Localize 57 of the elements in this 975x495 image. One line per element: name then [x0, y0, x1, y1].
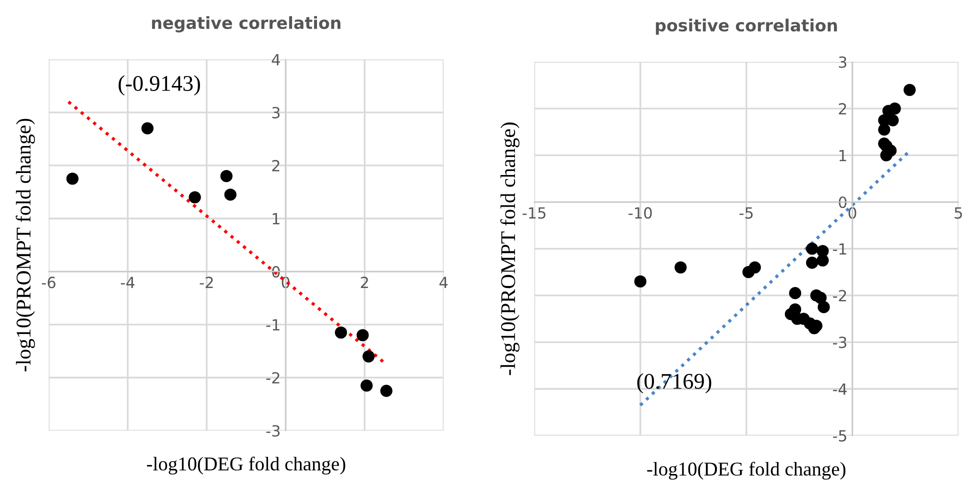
point [878, 124, 890, 136]
y-tick-label: 1 [839, 150, 846, 162]
point [141, 122, 154, 134]
x-tick-label: 2 [360, 276, 368, 288]
y-tick-label: -5 [833, 430, 846, 442]
y-tick-label: -4 [833, 384, 847, 395]
x-tick-label: -5 [739, 207, 753, 219]
point [880, 140, 892, 152]
y-tick-label: -1 [266, 319, 280, 330]
point [789, 287, 802, 300]
y-tick-label: 4 [272, 54, 280, 66]
point [362, 350, 375, 362]
y-tick-label: 3 [838, 56, 846, 68]
point [360, 379, 373, 392]
annotation: (0.7169) [637, 373, 712, 394]
x-tick-label: 0 [848, 207, 856, 219]
point [380, 384, 392, 397]
y-tick-label: -3 [266, 425, 280, 437]
x-axis-title: -log10(DEG fold change) [647, 462, 846, 480]
y-tick-label: 1 [272, 213, 280, 224]
y-tick-label: -2 [833, 290, 846, 302]
y-tick-label: -3 [833, 336, 846, 348]
x-tick-label: 4 [440, 276, 448, 288]
x-tick-label: 5 [954, 207, 962, 219]
x-tick-label: -2 [200, 276, 213, 288]
x-tick-label: -10 [628, 207, 652, 219]
point [220, 170, 233, 182]
point [814, 292, 827, 304]
x-tick-label: -15 [522, 207, 546, 219]
point [674, 261, 687, 274]
y-tick-label: 2 [272, 160, 280, 172]
point [334, 326, 348, 339]
point [356, 329, 369, 342]
point [806, 256, 818, 269]
x-axis-title: -log10(DEG fold change) [147, 456, 346, 475]
y-axis-title: -log10(PROMPT fold change) [16, 118, 35, 372]
x-tick-label: -4 [120, 276, 134, 288]
point [224, 188, 236, 201]
point [634, 275, 646, 288]
y-tick-label: 3 [272, 106, 280, 118]
point [818, 301, 830, 314]
chart-title: negative correlation [152, 16, 340, 32]
point [806, 242, 818, 255]
y-tick-label: -2 [266, 372, 280, 384]
point [66, 172, 79, 185]
point [748, 261, 761, 274]
point [188, 191, 201, 204]
y-axis-title: -log10(PROMPT fold change) [500, 122, 520, 376]
point [904, 84, 916, 96]
point [886, 114, 899, 126]
chart-title: positive correlation [656, 18, 837, 35]
y-tick-label: 2 [838, 103, 846, 114]
point [882, 104, 895, 117]
annotation: (-0.9143) [118, 75, 200, 96]
y-tick-label: -1 [833, 243, 846, 255]
x-tick-label: -6 [42, 276, 56, 288]
point [816, 254, 829, 266]
